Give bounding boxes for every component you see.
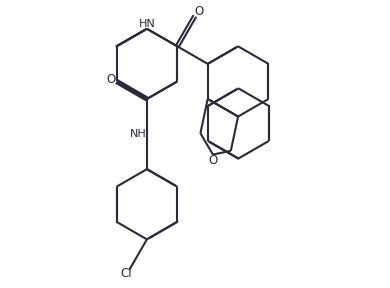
Text: O: O: [106, 73, 116, 86]
Text: O: O: [208, 154, 218, 167]
Text: NH: NH: [130, 129, 147, 139]
Text: HN: HN: [138, 18, 155, 29]
Text: O: O: [195, 5, 204, 18]
Text: Cl: Cl: [120, 267, 132, 280]
